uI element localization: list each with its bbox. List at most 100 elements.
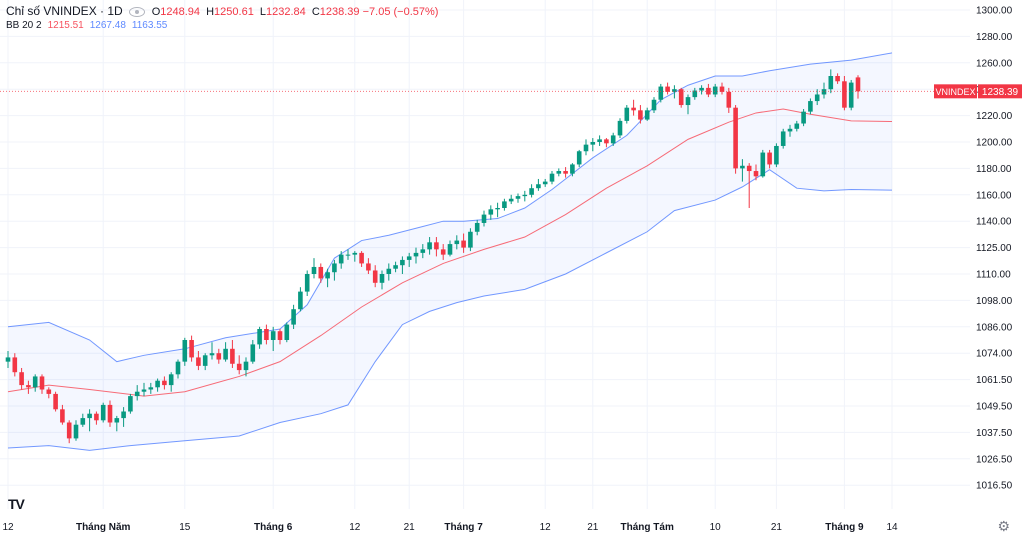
candle[interactable] (304, 270, 310, 296)
candle[interactable] (372, 265, 378, 288)
candle[interactable] (495, 202, 500, 218)
candle[interactable] (474, 219, 480, 236)
candle[interactable] (114, 415, 120, 432)
candle[interactable] (318, 263, 324, 283)
candle[interactable] (502, 198, 507, 211)
candle[interactable] (39, 374, 45, 394)
candle[interactable] (576, 149, 582, 168)
candle[interactable] (332, 259, 337, 281)
candle[interactable] (638, 105, 643, 124)
candle[interactable] (631, 99, 636, 116)
candle[interactable] (808, 98, 813, 115)
tradingview-logo-icon[interactable]: TV (8, 496, 25, 512)
candle[interactable] (644, 107, 650, 121)
candle[interactable] (651, 97, 657, 113)
candle[interactable] (699, 85, 704, 95)
candle[interactable] (243, 357, 249, 377)
symbol-title[interactable]: Chỉ số VNINDEX · 1D (6, 4, 123, 18)
candle[interactable] (230, 340, 235, 368)
candle[interactable] (590, 138, 596, 152)
candle[interactable] (338, 251, 344, 269)
candle[interactable] (454, 235, 460, 250)
candle[interactable] (32, 374, 38, 392)
candle[interactable] (420, 244, 426, 259)
candle[interactable] (617, 118, 623, 139)
candle[interactable] (366, 258, 371, 274)
candle[interactable] (182, 337, 188, 366)
candle[interactable] (66, 420, 72, 444)
candle[interactable] (814, 89, 820, 106)
candle[interactable] (60, 404, 65, 425)
candle[interactable] (168, 372, 174, 392)
candle[interactable] (352, 251, 358, 262)
eye-icon[interactable] (128, 7, 145, 18)
gear-icon[interactable]: ⚙ (997, 518, 1010, 534)
candle[interactable] (73, 420, 79, 441)
candle[interactable] (835, 73, 840, 84)
candle[interactable] (298, 287, 303, 312)
candle[interactable] (604, 138, 609, 148)
candle[interactable] (148, 382, 154, 394)
candle[interactable] (753, 164, 759, 181)
candle[interactable] (726, 87, 732, 113)
candle[interactable] (481, 210, 487, 227)
candle[interactable] (94, 411, 99, 425)
candle[interactable] (746, 163, 752, 208)
candle[interactable] (780, 128, 786, 149)
candle[interactable] (250, 340, 256, 364)
candle[interactable] (522, 190, 528, 202)
candle[interactable] (563, 167, 568, 178)
candle[interactable] (386, 263, 392, 281)
candle[interactable] (787, 124, 793, 137)
candle[interactable] (26, 380, 31, 394)
candle[interactable] (712, 83, 718, 98)
candle[interactable] (515, 193, 521, 203)
candle[interactable] (5, 351, 11, 368)
candle[interactable] (801, 109, 806, 127)
candle[interactable] (658, 83, 664, 103)
candle[interactable] (264, 324, 269, 345)
candle[interactable] (536, 178, 541, 191)
candle[interactable] (155, 378, 160, 392)
candle[interactable] (196, 351, 201, 371)
candle[interactable] (767, 149, 772, 169)
candle[interactable] (291, 304, 296, 329)
candle[interactable] (345, 249, 351, 260)
candle[interactable] (12, 353, 18, 377)
candle[interactable] (128, 393, 133, 414)
candle[interactable] (80, 413, 86, 427)
legend-indicator[interactable]: BB 20 2 1215.51 1267.48 1163.55 (6, 20, 167, 31)
candle[interactable] (549, 171, 555, 185)
candle[interactable] (162, 376, 167, 390)
candle[interactable] (440, 244, 446, 260)
candle[interactable] (842, 76, 847, 111)
candle[interactable] (685, 94, 691, 115)
candle[interactable] (848, 79, 854, 111)
candle[interactable] (311, 258, 317, 279)
candle[interactable] (216, 348, 222, 364)
candle[interactable] (223, 342, 228, 362)
candle[interactable] (284, 322, 290, 343)
candle[interactable] (665, 82, 670, 95)
candle[interactable] (508, 194, 514, 205)
candle[interactable] (692, 87, 698, 100)
candle[interactable] (189, 335, 194, 362)
candle[interactable] (740, 159, 745, 182)
candle[interactable] (597, 135, 602, 146)
candle[interactable] (379, 270, 385, 290)
candle[interactable] (46, 387, 52, 399)
candle[interactable] (400, 256, 405, 274)
candle[interactable] (570, 163, 575, 177)
candle[interactable] (175, 359, 181, 379)
candle[interactable] (270, 326, 276, 351)
candle[interactable] (542, 178, 548, 187)
candle[interactable] (556, 168, 562, 177)
candle[interactable] (325, 268, 330, 288)
candle[interactable] (236, 355, 242, 375)
candle[interactable] (19, 367, 24, 390)
candle[interactable] (488, 205, 494, 220)
candle[interactable] (468, 228, 473, 252)
candle[interactable] (610, 132, 616, 146)
candle[interactable] (733, 105, 738, 174)
